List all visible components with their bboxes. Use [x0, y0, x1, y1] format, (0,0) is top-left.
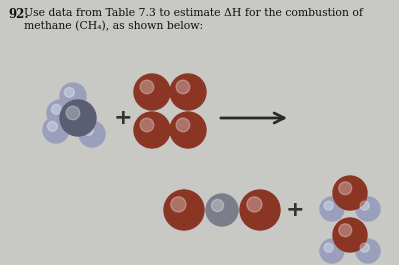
- Circle shape: [64, 87, 74, 97]
- Circle shape: [43, 117, 69, 143]
- Circle shape: [47, 100, 73, 126]
- Circle shape: [339, 224, 352, 237]
- Circle shape: [247, 197, 262, 212]
- Circle shape: [176, 118, 190, 132]
- Circle shape: [324, 201, 333, 210]
- Circle shape: [140, 80, 154, 94]
- Circle shape: [171, 197, 186, 212]
- Circle shape: [66, 106, 80, 120]
- Circle shape: [176, 80, 190, 94]
- Circle shape: [83, 125, 93, 135]
- Circle shape: [360, 243, 369, 252]
- Circle shape: [60, 83, 86, 109]
- Circle shape: [360, 201, 369, 210]
- Circle shape: [324, 243, 333, 252]
- Circle shape: [51, 104, 61, 114]
- Circle shape: [206, 194, 238, 226]
- Circle shape: [140, 118, 154, 132]
- Circle shape: [240, 190, 280, 230]
- Circle shape: [333, 218, 367, 252]
- Text: 92.: 92.: [8, 8, 28, 21]
- Circle shape: [339, 182, 352, 195]
- Circle shape: [60, 100, 96, 136]
- Circle shape: [164, 190, 204, 230]
- Circle shape: [47, 121, 57, 131]
- Circle shape: [134, 74, 170, 110]
- Text: +: +: [286, 200, 304, 220]
- Circle shape: [356, 197, 380, 221]
- Circle shape: [211, 200, 223, 211]
- Circle shape: [333, 176, 367, 210]
- Circle shape: [170, 74, 206, 110]
- Circle shape: [320, 197, 344, 221]
- Circle shape: [79, 121, 105, 147]
- Circle shape: [356, 239, 380, 263]
- Text: +: +: [114, 108, 132, 128]
- Circle shape: [320, 239, 344, 263]
- Circle shape: [134, 112, 170, 148]
- Text: Use data from Table 7.3 to estimate ΔH for the combustion of
methane (CH₄), as s: Use data from Table 7.3 to estimate ΔH f…: [24, 8, 363, 32]
- Circle shape: [170, 112, 206, 148]
